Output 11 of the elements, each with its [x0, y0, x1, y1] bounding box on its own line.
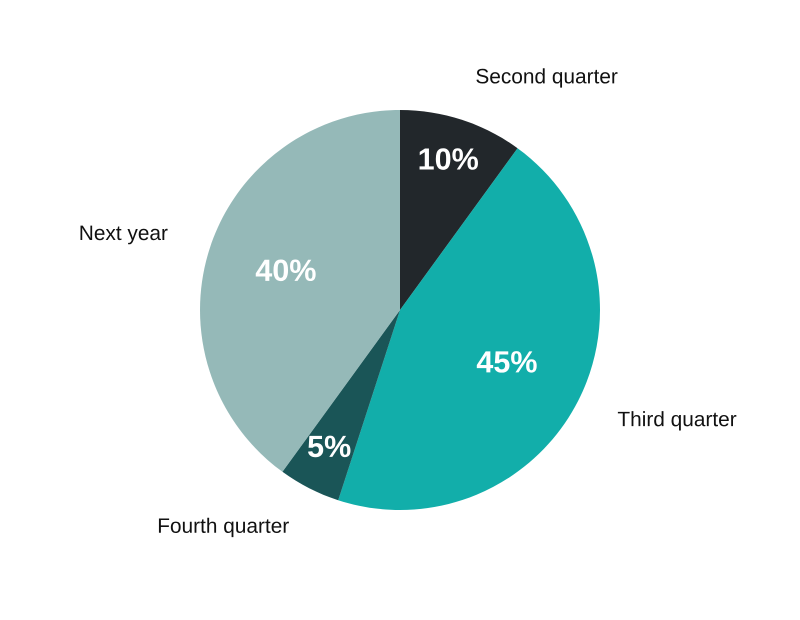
data-label: 40% [256, 259, 316, 282]
slice-label: Fourth quarter [158, 518, 289, 538]
data-label: 45% [476, 351, 537, 373]
pie-slice [200, 110, 400, 472]
slice-label: Next year [80, 226, 168, 244]
pie-slice [282, 310, 400, 500]
data-label: 10% [420, 148, 478, 170]
slice-label: Second quarter [476, 68, 618, 88]
pie-slice [400, 110, 518, 310]
data-label: 5% [308, 436, 350, 458]
slice-label: Third quarter [618, 411, 736, 430]
